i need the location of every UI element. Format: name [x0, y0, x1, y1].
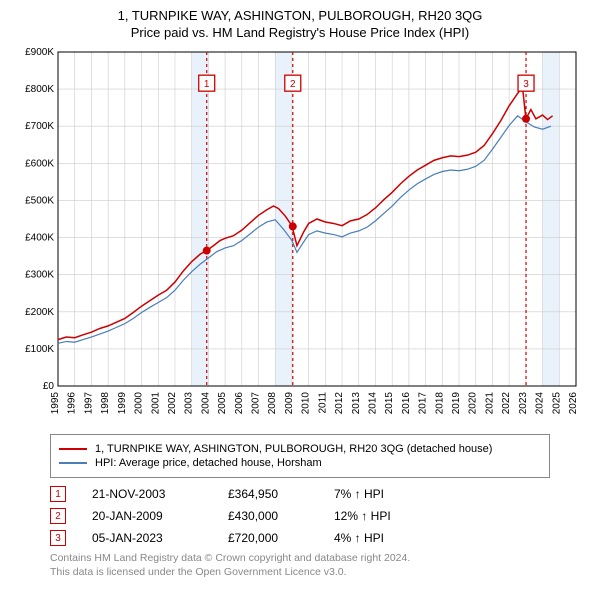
svg-text:2018: 2018: [434, 392, 445, 415]
svg-text:1996: 1996: [67, 392, 78, 415]
event-price: £430,000: [228, 509, 308, 523]
svg-text:2005: 2005: [217, 392, 228, 415]
svg-text:£900K: £900K: [25, 47, 54, 58]
svg-text:2017: 2017: [418, 392, 429, 415]
chart-container: 1, TURNPIKE WAY, ASHINGTON, PULBOROUGH, …: [0, 0, 600, 591]
event-row: 2 20-JAN-2009 £430,000 12% ↑ HPI: [50, 508, 586, 524]
svg-text:£0: £0: [43, 381, 55, 392]
event-marker-icon: 2: [50, 508, 66, 524]
svg-text:2006: 2006: [234, 392, 245, 415]
event-hpi: 12% ↑ HPI: [334, 509, 424, 523]
title-line-2: Price paid vs. HM Land Registry's House …: [10, 25, 590, 40]
footer-line: Contains HM Land Registry data © Crown c…: [50, 552, 586, 566]
legend: 1, TURNPIKE WAY, ASHINGTON, PULBOROUGH, …: [50, 434, 550, 478]
svg-text:£600K: £600K: [25, 158, 54, 169]
line-chart: 1 2 3 £0 £100K £200K £300K £400K £500K £600K £700K…: [10, 46, 590, 426]
svg-text:2016: 2016: [401, 392, 412, 415]
event-row: 3 05-JAN-2023 £720,000 4% ↑ HPI: [50, 530, 586, 546]
svg-text:3: 3: [523, 79, 529, 90]
svg-text:2026: 2026: [568, 392, 579, 415]
svg-text:2021: 2021: [484, 392, 495, 415]
footer: Contains HM Land Registry data © Crown c…: [50, 552, 586, 579]
event-price: £364,950: [228, 487, 308, 501]
event-date: 21-NOV-2003: [92, 487, 202, 501]
svg-text:£200K: £200K: [25, 307, 54, 318]
svg-text:2001: 2001: [150, 392, 161, 415]
event-list: 1 21-NOV-2003 £364,950 7% ↑ HPI 2 20-JAN-2009…: [50, 486, 586, 546]
svg-text:£800K: £800K: [25, 84, 54, 95]
title-block: 1, TURNPIKE WAY, ASHINGTON, PULBOROUGH, …: [10, 8, 590, 40]
svg-text:£100K: £100K: [25, 344, 54, 355]
event-row: 1 21-NOV-2003 £364,950 7% ↑ HPI: [50, 486, 586, 502]
svg-text:£500K: £500K: [25, 195, 54, 206]
legend-label: HPI: Average price, detached house, Hors…: [95, 457, 322, 469]
svg-text:2025: 2025: [551, 392, 562, 415]
svg-text:2014: 2014: [367, 392, 378, 415]
svg-text:2012: 2012: [334, 392, 345, 415]
svg-text:2015: 2015: [384, 392, 395, 415]
svg-text:2009: 2009: [284, 392, 295, 415]
svg-text:2008: 2008: [267, 392, 278, 415]
title-line-1: 1, TURNPIKE WAY, ASHINGTON, PULBOROUGH, …: [10, 8, 590, 23]
event-price: £720,000: [228, 531, 308, 545]
legend-item-property: 1, TURNPIKE WAY, ASHINGTON, PULBOROUGH, …: [59, 443, 541, 455]
legend-swatch-icon: [59, 462, 87, 464]
legend-item-hpi: HPI: Average price, detached house, Hors…: [59, 457, 541, 469]
svg-text:£400K: £400K: [25, 233, 54, 244]
svg-text:1998: 1998: [100, 392, 111, 415]
legend-swatch-icon: [59, 448, 87, 450]
event-date: 05-JAN-2023: [92, 531, 202, 545]
svg-text:2010: 2010: [301, 392, 312, 415]
svg-text:2003: 2003: [184, 392, 195, 415]
event-date: 20-JAN-2009: [92, 509, 202, 523]
legend-label: 1, TURNPIKE WAY, ASHINGTON, PULBOROUGH, …: [95, 443, 492, 455]
svg-text:2007: 2007: [251, 392, 262, 415]
svg-text:2013: 2013: [351, 392, 362, 415]
svg-text:2004: 2004: [200, 392, 211, 415]
svg-text:2002: 2002: [167, 392, 178, 415]
svg-text:2: 2: [290, 79, 296, 90]
event-marker-icon: 3: [50, 530, 66, 546]
event-marker-icon: 1: [50, 486, 66, 502]
svg-text:2023: 2023: [518, 392, 529, 415]
svg-text:1: 1: [204, 79, 210, 90]
svg-text:2024: 2024: [535, 392, 546, 415]
svg-text:2022: 2022: [501, 392, 512, 415]
svg-text:£700K: £700K: [25, 121, 54, 132]
svg-text:2000: 2000: [134, 392, 145, 415]
event-hpi: 4% ↑ HPI: [334, 531, 424, 545]
event-hpi: 7% ↑ HPI: [334, 487, 424, 501]
footer-line: This data is licensed under the Open Gov…: [50, 566, 586, 580]
svg-text:1997: 1997: [83, 392, 94, 415]
svg-text:2011: 2011: [317, 392, 328, 414]
svg-text:2019: 2019: [451, 392, 462, 415]
svg-text:2020: 2020: [468, 392, 479, 415]
svg-text:£300K: £300K: [25, 270, 54, 281]
svg-text:1999: 1999: [117, 392, 128, 415]
svg-text:1995: 1995: [50, 392, 61, 415]
